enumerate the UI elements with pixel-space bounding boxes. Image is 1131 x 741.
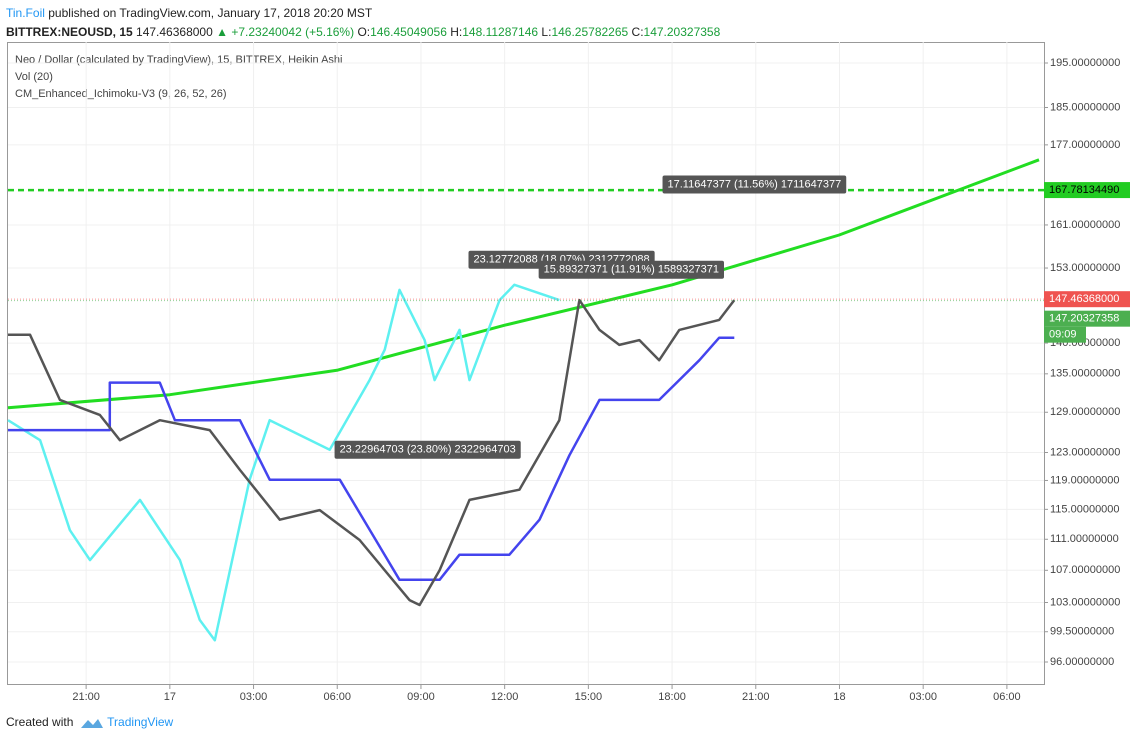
price-label-bg [1044,326,1086,343]
last-price: 147.46368000 [136,25,213,39]
price-label: 147.46368000 [1049,293,1119,305]
y-tick-label: 111.00000000 [1050,533,1119,545]
ohlc-value: 146.45049056 [370,25,447,39]
x-tick-label: 17 [164,691,176,703]
y-tick-label: 135.00000000 [1050,368,1120,380]
chart: Neo / Dollar (calculated by TradingView)… [7,42,1130,703]
author-link[interactable]: Tin.Foil [6,6,45,20]
ohlc-label: H: [450,25,463,39]
price-label: 147.20327358 [1049,313,1119,325]
legend-text: CM_Enhanced_Ichimoku-V3 (9, 26, 52, 26) [15,88,227,100]
legend-text: Neo / Dollar (calculated by TradingView)… [15,54,343,66]
line-series [8,298,736,607]
measure-label-bg [662,175,847,194]
ohlc-label: C: [631,25,644,39]
x-tick-label: 15:00 [575,691,603,703]
y-tick-label: 96.00000000 [1050,656,1114,668]
line-series [7,158,1040,410]
x-tick-label: 21:00 [72,691,100,703]
legend-text: Vol (20) [15,71,53,83]
x-tick-label: 12:00 [491,691,519,703]
header: Tin.Foil published on TradingView.com, J… [6,4,720,42]
y-tick-label: 123.00000000 [1050,446,1120,458]
x-tick-label: 21:00 [742,691,770,703]
ohlc-label: O: [357,25,371,39]
created-with: Created with [6,715,74,729]
y-tick-label: 177.00000000 [1050,139,1120,151]
plot-frame [7,42,1045,685]
measure-label: 23.22964703 (23.80%) 2322964703 [340,444,516,456]
x-tick-label: 09:00 [407,691,435,703]
y-tick-label: 119.00000000 [1050,474,1120,486]
symbol: BITTREX:NEOUSD, 15 [6,25,133,39]
price-label-bg [1044,291,1130,308]
measure-label-bg [334,440,521,459]
y-tick-label: 99.50000000 [1050,626,1114,638]
measure-label: 17.11647377 (11.56%) 1711647377 [668,178,842,190]
level-label-bg [1044,182,1130,199]
price-label-sub: 09:09 [1049,329,1077,341]
price-label-bg [1044,310,1130,327]
ohlc-label: L: [541,25,552,39]
measure-label: 15.89327371 (11.91%) 1589327371 [544,264,719,276]
x-tick-label: 06:00 [323,691,351,703]
footer: Created with TradingView [6,715,173,729]
y-tick-label: 161.00000000 [1050,219,1120,231]
y-tick-label: 107.00000000 [1050,564,1120,576]
published: published on TradingView.com, January 17… [48,6,373,20]
change: ▲ +7.23240042 (+5.16%) [216,25,355,39]
y-tick-label: 129.00000000 [1050,406,1120,418]
y-tick-label: 103.00000000 [1050,596,1120,608]
x-tick-label: 06:00 [993,691,1021,703]
ohlc-value: 148.11287146 [462,25,539,39]
logo [81,718,104,728]
y-tick-label: 185.00000000 [1050,101,1120,113]
x-tick-label: 18 [833,691,845,703]
line-series [8,336,735,582]
measure-label-bg [538,260,725,279]
x-tick-label: 03:00 [909,691,937,703]
y-tick-label: 195.00000000 [1050,57,1120,69]
ohlc-value: 147.20327358 [643,25,721,39]
y-tick-label: 153.00000000 [1050,262,1120,274]
y-tick-label: 115.00000000 [1050,503,1120,515]
line-series [7,283,560,642]
ohlc-value: 146.25782265 [551,25,629,39]
x-tick-label: 03:00 [240,691,268,703]
x-tick-label: 18:00 [658,691,686,703]
level-label: 167.78134490 [1049,184,1119,196]
brand-link[interactable]: TradingView [107,715,174,729]
